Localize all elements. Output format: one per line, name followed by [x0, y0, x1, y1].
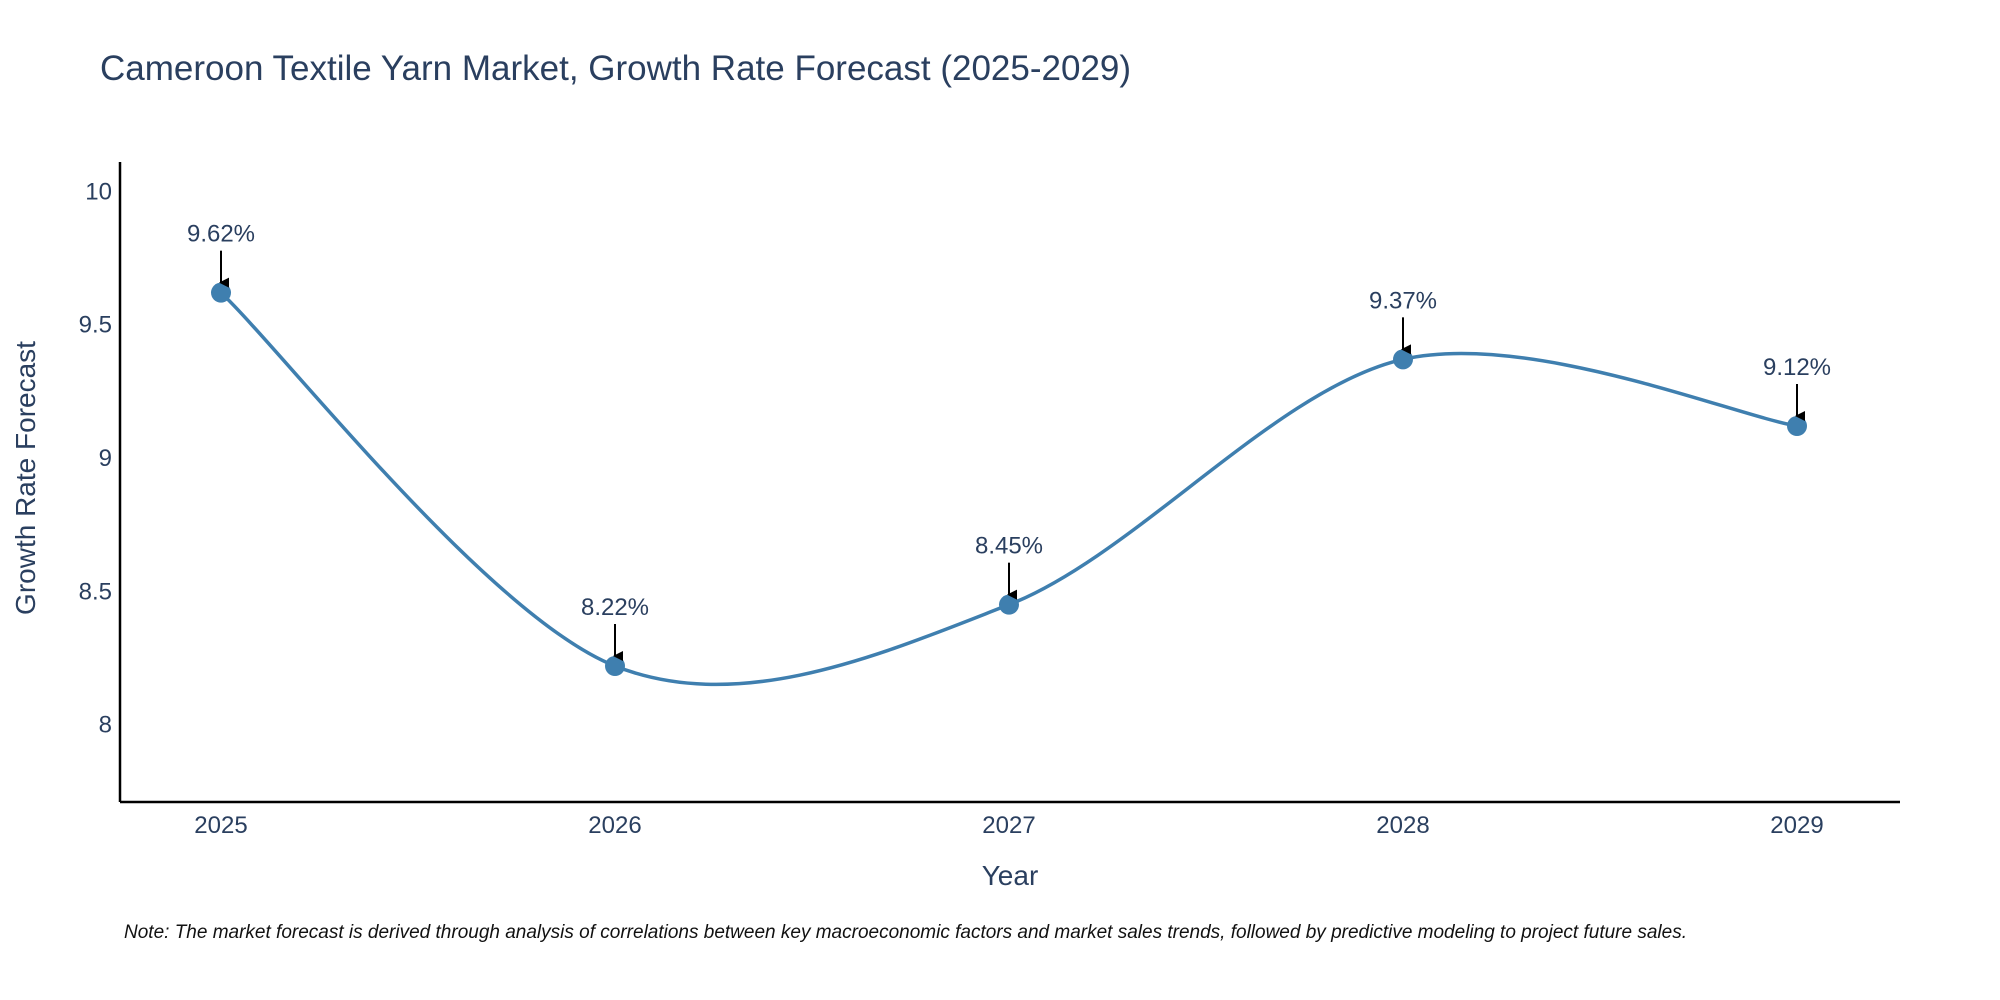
series-line-growth-rate — [219, 291, 1798, 687]
y-tick-label: 8.5 — [79, 578, 112, 605]
data-label: 9.37% — [1369, 287, 1437, 314]
data-point — [999, 594, 1019, 615]
y-tick-label: 9 — [99, 445, 112, 472]
x-tick-label: 2025 — [194, 812, 247, 839]
data-label: 8.45% — [975, 533, 1043, 560]
data-point — [1393, 349, 1413, 370]
footnote: Note: The market forecast is derived thr… — [124, 922, 1687, 943]
y-axis-title: Growth Rate Forecast — [10, 341, 41, 615]
x-axis-title: Year — [982, 860, 1039, 891]
x-tick-label: 2027 — [982, 812, 1035, 839]
x-tick-label: 2029 — [1770, 812, 1823, 839]
y-axis-ticks: 8 8.5 9 9.5 10 — [79, 178, 112, 738]
data-label: 8.22% — [581, 594, 649, 621]
data-point — [605, 656, 625, 676]
x-tick-label: 2028 — [1376, 812, 1429, 839]
y-tick-label: 10 — [85, 178, 112, 205]
data-label: 9.12% — [1763, 354, 1831, 381]
chart-title: Cameroon Textile Yarn Market, Growth Rat… — [100, 49, 1131, 88]
data-label: 9.62% — [187, 221, 255, 248]
data-points — [211, 282, 1807, 676]
data-point — [211, 282, 231, 303]
y-tick-label: 8 — [99, 712, 112, 739]
x-axis-ticks: 2025 2026 2027 2028 2029 — [194, 812, 1823, 839]
data-point — [1787, 416, 1807, 436]
data-annotations: 9.62% 8.22% 8.45% 9.37% 9.12% — [187, 221, 1831, 661]
y-tick-label: 9.5 — [79, 312, 112, 339]
x-tick-label: 2026 — [588, 812, 641, 839]
